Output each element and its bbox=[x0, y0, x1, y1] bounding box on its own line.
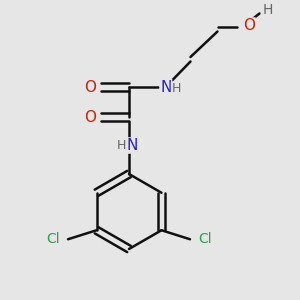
Text: Cl: Cl bbox=[46, 232, 60, 246]
Text: H: H bbox=[171, 82, 181, 95]
Text: H: H bbox=[117, 139, 126, 152]
Text: O: O bbox=[243, 18, 255, 33]
Text: Cl: Cl bbox=[198, 232, 212, 246]
Text: O: O bbox=[84, 110, 96, 124]
Text: H: H bbox=[262, 4, 273, 17]
Text: N: N bbox=[127, 138, 138, 153]
Text: O: O bbox=[84, 80, 96, 94]
Text: N: N bbox=[160, 80, 172, 94]
